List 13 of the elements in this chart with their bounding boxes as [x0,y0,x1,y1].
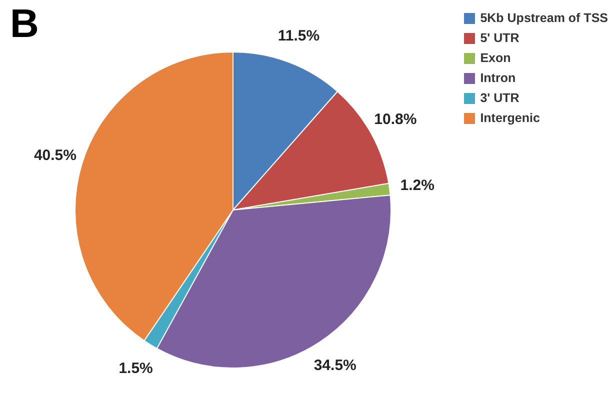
data-label: 10.8% [374,110,417,128]
legend-label: Intergenic [480,110,540,127]
data-label: 40.5% [34,146,76,164]
legend-label: Intron [480,70,516,87]
data-label: 11.5% [278,28,320,45]
chart-title: B [10,2,39,47]
data-label: 1.5% [118,360,153,378]
legend-label: 5' UTR [480,30,520,47]
legend-label: 3' UTR [480,90,520,107]
data-label: 34.5% [314,356,356,374]
data-label: 1.2% [400,177,434,194]
legend-label: 5Kb Upstream of TSS [480,10,608,27]
legend-label: Exon [480,50,511,67]
